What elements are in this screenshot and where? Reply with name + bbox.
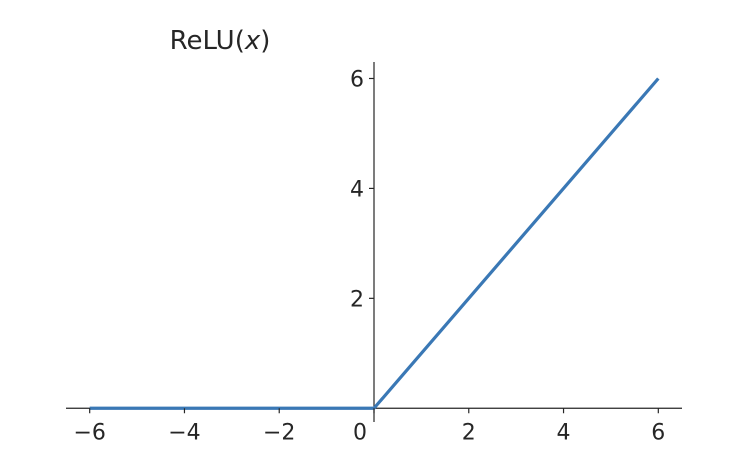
- ticks-layer: −6 −4 −2 0 2 4 6 2 4 6: [73, 67, 665, 445]
- axes-layer: [66, 62, 682, 422]
- x-tick-label: −6: [73, 420, 105, 445]
- y-tick-label: 4: [350, 177, 364, 202]
- x-tick-label: 6: [651, 420, 665, 445]
- chart-title: ReLU(x): [170, 26, 271, 56]
- chart-title-prefix: ReLU(: [170, 26, 245, 56]
- x-tick-label: 2: [462, 420, 476, 445]
- x-tick-label: 0: [353, 420, 367, 445]
- chart-title-variable: x: [244, 26, 261, 56]
- x-tick-label: −4: [168, 420, 200, 445]
- chart-title-suffix: ): [260, 26, 270, 56]
- x-tick-label: −2: [263, 420, 295, 445]
- x-tick-label: 4: [557, 420, 571, 445]
- y-tick-label: 6: [350, 67, 364, 92]
- y-tick-label: 2: [350, 287, 364, 312]
